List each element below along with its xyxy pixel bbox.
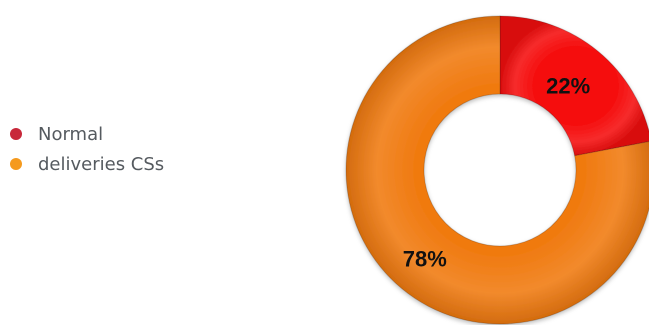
data-label-1: 78%	[403, 247, 447, 272]
donut-slice-shine-1	[346, 16, 649, 324]
data-label-0: 22%	[546, 73, 590, 98]
legend-label-normal: Normal	[38, 123, 104, 145]
legend-item-normal: Normal	[10, 119, 164, 149]
legend-item-deliveries: deliveries CSs	[10, 149, 164, 179]
chart-legend: Normal deliveries CSs	[10, 119, 164, 179]
slice-group	[345, 15, 649, 325]
label-group: 22% 78%	[403, 73, 590, 271]
legend-label-deliveries: deliveries CSs	[38, 153, 165, 175]
donut-slice-shine-0	[500, 16, 649, 156]
legend-marker-deliveries	[10, 158, 22, 170]
legend-marker-normal	[10, 128, 22, 140]
